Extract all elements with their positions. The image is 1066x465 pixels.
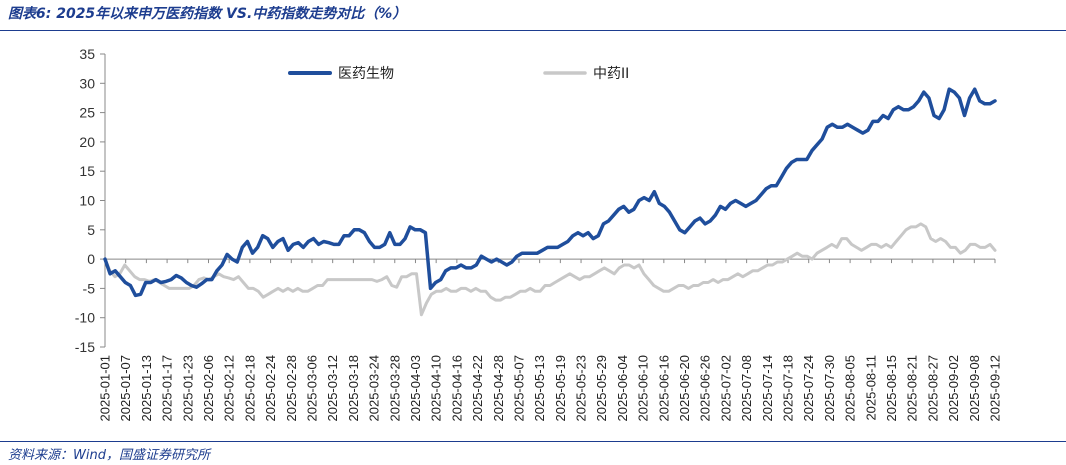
y-tick-label: 0 — [87, 251, 95, 267]
x-tick-label: 2025-09-08 — [967, 355, 982, 422]
x-tick-label: 2025-04-03 — [408, 355, 423, 422]
x-tick-label: 2025-09-02 — [946, 355, 961, 422]
x-tick-label: 2025-05-13 — [532, 355, 547, 422]
x-tick-label: 2025-01-13 — [139, 355, 154, 422]
x-tick-label: 2025-05-19 — [553, 355, 568, 422]
x-tick-label: 2025-08-05 — [843, 355, 858, 422]
x-tick-label: 2025-06-04 — [615, 355, 630, 422]
x-tick-label: 2025-04-28 — [491, 355, 506, 422]
x-tick-label: 2025-07-08 — [739, 355, 754, 422]
y-axis: -15 -10 -5 0 5 10 15 20 25 30 35 — [75, 46, 106, 355]
x-tick-label: 2025-07-30 — [822, 355, 837, 422]
series-line-tcm-ii — [103, 222, 997, 317]
y-tick-label: 30 — [79, 75, 95, 91]
x-tick-label: 2025-05-29 — [594, 355, 609, 422]
y-tick-label: 5 — [87, 222, 95, 238]
x-tick-label: 2025-07-18 — [781, 355, 796, 422]
x-tick-label: 2025-03-28 — [387, 355, 402, 422]
x-tick-label: 2025-07-24 — [801, 355, 816, 422]
y-tick-label: 20 — [79, 134, 95, 150]
y-tick-label: -5 — [83, 280, 96, 296]
series-line-pharma-bio — [103, 87, 997, 298]
x-tick-label: 2025-02-18 — [242, 355, 257, 422]
figure-title: 图表6: 2025年以来申万医药指数 VS.中药指数走势对比（%） — [8, 6, 407, 22]
x-tick-label: 2025-05-07 — [511, 355, 526, 422]
y-tick-label: -15 — [75, 339, 95, 355]
x-tick-label: 2025-05-23 — [574, 355, 589, 422]
legend-label: 中药II — [593, 66, 629, 82]
x-axis: 2025-01-01 2025-01-07 2025-01-13 2025-01-17… — [98, 258, 1003, 422]
title-divider — [0, 30, 1066, 31]
x-tick-label: 2025-08-21 — [905, 355, 920, 422]
x-tick-label: 2025-01-01 — [98, 355, 113, 422]
x-tick-label: 2025-06-20 — [677, 355, 692, 422]
x-tick-label: 2025-07-14 — [760, 355, 775, 422]
y-tick-label: 15 — [79, 163, 95, 179]
y-tick-label: 25 — [79, 105, 95, 121]
x-tick-label: 2025-02-28 — [284, 355, 299, 422]
source-divider — [0, 441, 1066, 442]
y-tick-label: 35 — [79, 46, 95, 62]
x-tick-label: 2025-03-18 — [346, 355, 361, 422]
x-tick-label: 2025-01-07 — [118, 355, 133, 422]
x-tick-label: 2025-03-12 — [325, 355, 340, 422]
x-tick-label: 2025-08-11 — [863, 355, 878, 421]
legend: 医药生物 中药II — [288, 66, 629, 82]
x-tick-label: 2025-03-24 — [367, 355, 382, 422]
y-tick-label: -10 — [75, 310, 95, 326]
x-tick-label: 2025-02-06 — [201, 355, 216, 422]
series-layer — [103, 87, 997, 317]
x-tick-label: 2025-06-10 — [636, 355, 651, 422]
x-tick-label: 2025-03-06 — [304, 355, 319, 422]
x-tick-label: 2025-08-27 — [925, 355, 940, 422]
x-tick-label: 2025-09-12 — [988, 355, 1003, 422]
x-tick-label: 2025-02-12 — [222, 355, 237, 422]
y-tick-label: 10 — [79, 193, 95, 209]
x-tick-label: 2025-02-24 — [263, 355, 278, 422]
x-tick-label: 2025-04-22 — [470, 355, 485, 422]
x-tick-label: 2025-08-15 — [884, 355, 899, 422]
x-tick-label: 2025-06-26 — [698, 355, 713, 422]
x-tick-label: 2025-06-16 — [656, 355, 671, 422]
x-tick-label: 2025-04-16 — [449, 355, 464, 422]
figure-source: 资料来源：Wind，国盛证券研究所 — [8, 448, 210, 463]
legend-label: 医药生物 — [338, 66, 394, 82]
x-tick-label: 2025-01-23 — [180, 355, 195, 422]
x-tick-label: 2025-01-17 — [160, 355, 175, 422]
x-tick-label: 2025-07-02 — [718, 355, 733, 422]
x-tick-label: 2025-04-10 — [429, 355, 444, 422]
